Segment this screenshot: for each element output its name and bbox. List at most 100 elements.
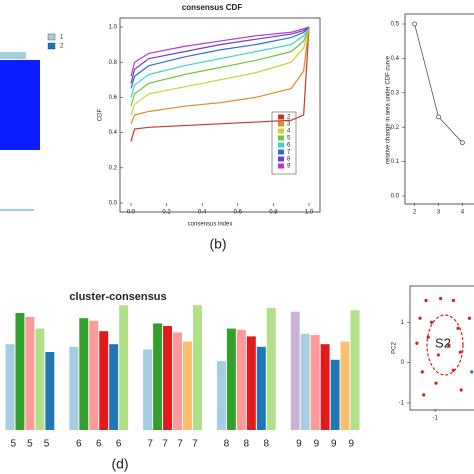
point [426, 335, 430, 339]
x-tick-label: 7 [162, 439, 168, 450]
legend-swatch [278, 149, 284, 155]
point [458, 350, 462, 354]
legend-label: 3 [287, 122, 291, 128]
bar [236, 329, 246, 430]
legend-swatch [278, 163, 284, 169]
point [470, 370, 474, 374]
bar [256, 346, 266, 430]
point [451, 368, 456, 372]
y-axis-label: relative change in area under CDF curve [386, 55, 392, 164]
y-tick-label: 0.8 [109, 60, 118, 66]
x-tick-label: 9 [348, 439, 354, 450]
y-tick-label: 0.4 [391, 56, 400, 62]
delta-frame [404, 13, 474, 205]
legend-label: 4 [287, 129, 291, 135]
legend-label: 5 [287, 136, 291, 142]
point [415, 341, 419, 345]
bar [300, 333, 310, 430]
point [436, 353, 440, 357]
bar [163, 326, 173, 430]
y-tick-label: 0.5 [391, 22, 400, 28]
cdf-frame [119, 17, 321, 213]
bar [183, 341, 192, 430]
x-tick-label: 5 [11, 439, 17, 450]
x-tick-label: 8 [263, 439, 269, 450]
bar [340, 341, 350, 430]
heatmap-block [0, 60, 40, 150]
legend-label: 9 [287, 164, 291, 170]
legend-label: 2 [287, 115, 291, 121]
chart-title: consensus CDF [182, 3, 243, 12]
bar [79, 318, 89, 430]
bar [69, 346, 79, 430]
x-tick-label: 9 [314, 439, 320, 450]
chart-title: cluster-consensus [69, 291, 166, 303]
legend-label: 2 [60, 44, 64, 50]
y-tick-label: 0.2 [109, 165, 118, 171]
x-tick-label: 7 [177, 439, 183, 450]
y-tick-label: -1 [399, 400, 405, 406]
bar [226, 328, 236, 430]
point [439, 296, 443, 301]
x-tick-label: 7 [192, 439, 198, 450]
y-tick-label: 1.0 [109, 25, 118, 31]
bar [330, 359, 340, 430]
legend-swatch [47, 33, 56, 41]
legend-swatch [47, 42, 56, 50]
legend-label: 7 [287, 150, 291, 156]
point [422, 393, 426, 397]
line [130, 26, 310, 84]
point [424, 298, 428, 303]
bar [15, 313, 25, 430]
x-tick-label: 1.0 [305, 210, 314, 216]
legend-label: 6 [287, 143, 291, 149]
bar [5, 344, 15, 430]
legend-swatch [278, 142, 284, 148]
bar [153, 323, 163, 430]
x-tick-label: 6 [116, 439, 122, 450]
x-tick-label: 0.8 [269, 210, 278, 216]
bar [89, 320, 99, 430]
point [436, 114, 441, 120]
x-tick-label: 3 [437, 210, 441, 216]
point [460, 140, 465, 146]
point [451, 298, 456, 303]
y-tick-label: 0.0 [109, 201, 118, 207]
y-tick-label: 0 [401, 360, 405, 366]
heatmap-bar [0, 209, 34, 211]
bar [310, 335, 320, 430]
line [130, 26, 310, 125]
line [130, 26, 310, 107]
bar [119, 305, 129, 430]
legend-swatch [278, 114, 284, 120]
bar [350, 310, 360, 430]
heatmap-strip [0, 52, 26, 59]
legend-swatch [278, 156, 284, 162]
y-axis-label: CDF [98, 109, 104, 122]
bar [109, 344, 119, 430]
pca-frame [409, 285, 474, 411]
x-tick-label: 4 [461, 210, 465, 216]
bar [173, 332, 182, 430]
caption: (b) [209, 236, 226, 252]
x-tick-label: 7 [147, 439, 153, 450]
point [467, 316, 472, 320]
point [429, 320, 434, 324]
y-tick-label: 0.3 [391, 90, 400, 96]
legend-swatch [278, 128, 284, 134]
x-tick-label: 9 [331, 439, 337, 450]
bar [45, 352, 55, 430]
point [434, 381, 438, 385]
y-axis-label: PC2 [392, 342, 398, 354]
line [130, 26, 310, 89]
x-tick-label: 0.0 [127, 210, 136, 216]
bar [216, 361, 226, 430]
legend-swatch [278, 135, 284, 141]
bar [35, 328, 45, 430]
x-tick-label: 9 [296, 439, 302, 450]
legend-swatch [278, 121, 284, 127]
y-tick-label: 0.2 [391, 125, 400, 131]
point [412, 21, 417, 27]
y-tick-label: 0.1 [391, 159, 400, 165]
x-axis-label: consensus index [188, 222, 233, 228]
